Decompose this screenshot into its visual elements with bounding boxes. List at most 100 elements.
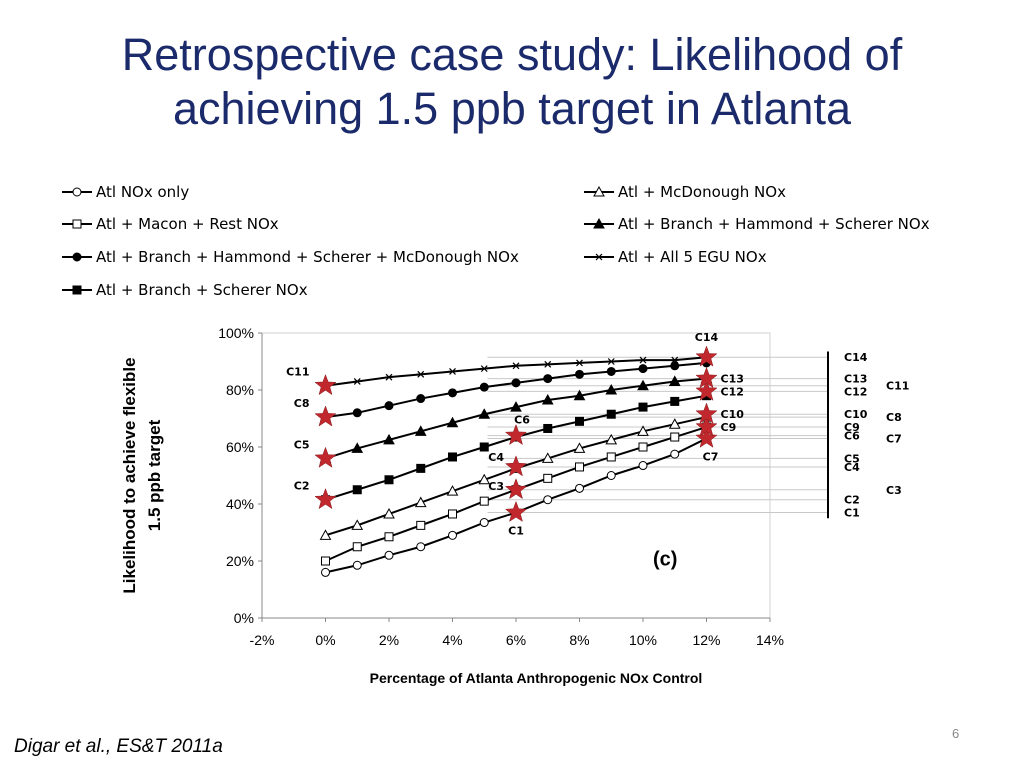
x-tick-label: 10% (629, 632, 657, 648)
legend-swatch (62, 187, 92, 197)
right-case-label: C1 (844, 507, 860, 520)
point (72, 187, 82, 197)
point (593, 217, 605, 229)
point (416, 370, 425, 378)
point (383, 507, 395, 519)
point (638, 442, 648, 452)
legend-swatch (62, 252, 92, 262)
right-case-label: C3 (886, 484, 902, 497)
point (414, 496, 427, 508)
legend-item: Atl NOx only (60, 182, 189, 202)
title-line-1: Retrospective case study: Likelihood of (121, 29, 903, 80)
point (543, 495, 553, 505)
legend-item: Atl + Branch + Hammond + Scherer + McDon… (60, 247, 519, 267)
point (448, 388, 457, 398)
legend-swatch (584, 253, 614, 261)
point (543, 423, 553, 433)
case-label: C10 (721, 408, 745, 421)
point (593, 185, 605, 197)
point (321, 567, 330, 577)
point (595, 253, 603, 261)
point (416, 542, 426, 552)
point (478, 473, 491, 485)
point (605, 383, 618, 395)
legend-label: Atl + Macon + Rest NOx (96, 215, 279, 233)
point (543, 360, 552, 368)
point (319, 529, 332, 540)
point (573, 389, 586, 401)
point (353, 378, 362, 385)
point (448, 452, 457, 462)
point (670, 356, 679, 364)
case-star (504, 478, 528, 500)
case-star (314, 487, 337, 510)
point (543, 374, 553, 384)
case-label: C9 (721, 421, 737, 434)
point (637, 379, 649, 391)
case-star (314, 446, 337, 468)
y-tick-label: 60% (226, 439, 254, 455)
point (480, 365, 489, 373)
x-tick-label: 0% (315, 632, 335, 648)
chart-legend: Atl NOx only Atl + McDonough NOx Atl + Mac… (60, 178, 980, 308)
point (478, 408, 491, 419)
point (670, 432, 680, 442)
case-star (314, 405, 337, 427)
point (607, 358, 616, 365)
case-label: C6 (514, 414, 530, 427)
point (637, 425, 649, 436)
legend-item: Atl + Branch + Scherer NOx (60, 280, 308, 300)
point (321, 556, 330, 566)
case-label: C7 (703, 450, 719, 463)
point (638, 461, 648, 471)
y-tick-label: 40% (226, 496, 254, 512)
point (414, 425, 427, 436)
right-case-label: C14 (844, 351, 868, 364)
case-star (504, 455, 528, 477)
point (352, 542, 362, 552)
point (541, 452, 554, 463)
x-tick-label: 2% (379, 632, 399, 648)
point (72, 219, 82, 229)
panel-label: (c) (653, 548, 677, 570)
point (479, 382, 489, 392)
point (510, 401, 522, 412)
series-4 (321, 358, 711, 422)
line-chart: 0% 20% 40% 60% 80% 100% -2% 0% 2% 4% 6% 8% 10% 12% 14%… (120, 325, 909, 686)
case-star (314, 373, 337, 396)
point (575, 483, 584, 493)
point (383, 433, 395, 445)
right-case-label: C10 (844, 408, 868, 421)
point (606, 409, 616, 419)
point (668, 375, 681, 386)
point (479, 518, 489, 528)
y-tick-label: 100% (218, 325, 254, 341)
case-label: C14 (695, 331, 719, 344)
legend-item: Atl + Macon + Rest NOx (60, 214, 279, 234)
point (670, 449, 680, 459)
point (638, 364, 648, 374)
point (575, 462, 584, 472)
point (351, 519, 364, 530)
legend-label: Atl + McDonough NOx (618, 183, 786, 201)
point (384, 401, 394, 411)
point (638, 402, 648, 412)
y-tick-label: 0% (234, 610, 254, 626)
legend-label: Atl + All 5 EGU NOx (618, 248, 767, 266)
point (512, 362, 520, 370)
point (384, 475, 394, 485)
case-label: C8 (294, 397, 310, 410)
plot-frame (261, 332, 771, 619)
series-3 (319, 372, 713, 463)
y-axis-label-line-2: 1.5 ppb target (145, 419, 164, 531)
x-tick-label: 14% (756, 632, 784, 648)
y-axis-label-line-1: Likelihood to achieve flexible (120, 357, 139, 593)
x-tick-label: -2% (250, 632, 275, 648)
point (575, 369, 584, 379)
case-label: C3 (488, 480, 504, 493)
y-tick-label: 20% (226, 553, 254, 569)
legend-item: Atl + All 5 EGU NOx (582, 247, 767, 267)
right-case-label: C2 (844, 494, 860, 507)
point (384, 532, 394, 542)
case-star (695, 379, 718, 401)
